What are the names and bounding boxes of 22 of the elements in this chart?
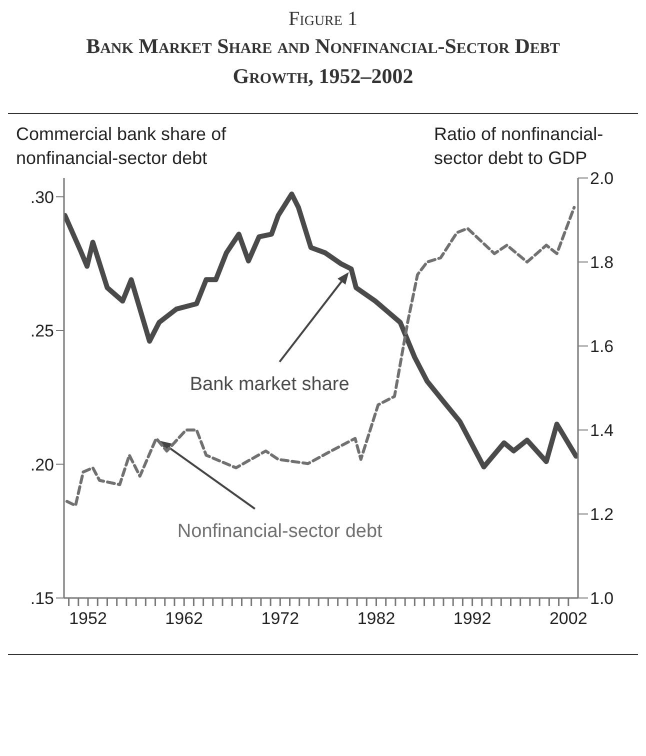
x-tick-label: 1952 xyxy=(69,609,107,628)
y2-tick-label: 1.0 xyxy=(590,589,614,608)
x-tick-label: 1962 xyxy=(165,609,204,628)
y2-tick-label: 1.2 xyxy=(590,505,614,524)
y2-axis-title: Ratio of nonfinancial-sector debt to GDP xyxy=(434,123,604,170)
chart-title: Figure 1 xyxy=(288,8,358,31)
text: Nonfinancial-sector debt xyxy=(177,520,384,542)
chart-subtitle: Bank Market Share and Nonfinancial-Sector Debt Growth, 1952–2002 xyxy=(85,33,561,90)
x-tick-label: 1982 xyxy=(357,609,396,628)
y2-tick-label: 2.0 xyxy=(590,169,614,188)
y2-tick-label: 1.6 xyxy=(590,337,614,356)
y-tick-label: .30 xyxy=(30,188,54,207)
y-axis-title: Commercial bank share of nonfinancial-sector debt xyxy=(16,123,228,170)
text: Bank market share xyxy=(190,374,350,395)
x-tick-label: 1972 xyxy=(261,609,300,628)
x-tick-label: 2002 xyxy=(549,609,588,628)
x-tick-label: 1992 xyxy=(453,609,492,628)
y2-tick-label: 1.8 xyxy=(590,253,614,272)
y-tick-label: .25 xyxy=(30,322,54,341)
y2-tick-label: 1.4 xyxy=(590,421,614,440)
y-tick-label: .15 xyxy=(30,589,54,608)
y-tick-label: .20 xyxy=(30,455,54,474)
